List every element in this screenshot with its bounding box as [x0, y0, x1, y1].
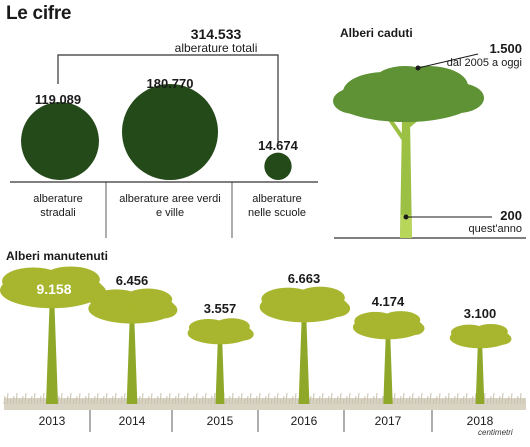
- tree-value-2014: 6.456: [115, 272, 149, 288]
- tree-2017: [352, 311, 425, 404]
- bubble-2: [264, 152, 292, 181]
- circle-label-aree-verdi: alberature aree verdi e ville: [119, 193, 221, 219]
- grass-strip: [3, 392, 526, 410]
- trees-layer: [0, 266, 512, 404]
- leader-line: [417, 53, 479, 69]
- leader-dot: [403, 214, 409, 220]
- tree-2014: [88, 288, 178, 404]
- tree-value-2016: 6.663: [287, 271, 321, 287]
- main-title: Le cifre: [6, 3, 72, 24]
- tree-2015: [187, 318, 254, 404]
- year-label-2013: 2013: [38, 414, 66, 428]
- circle-label-scuole: alberature nelle scuole: [247, 193, 307, 219]
- fallen-year-value: 200: [500, 208, 522, 223]
- fallen-tree-illustration: [333, 66, 484, 238]
- circle-label-stradali: alberature stradali: [33, 193, 83, 219]
- year-label-2014: 2014: [118, 414, 146, 428]
- bubble-1: [122, 84, 218, 180]
- year-label-2018: 2018: [466, 414, 494, 428]
- fallen-total-value: 1.500: [489, 41, 522, 56]
- bubble-0: [21, 102, 99, 180]
- year-label-2016: 2016: [290, 414, 318, 428]
- fallen-total-note: dal 2005 a oggi: [446, 57, 522, 69]
- maintained-trees-title: Alberi manutenuti: [6, 249, 109, 263]
- year-label-2017: 2017: [374, 414, 402, 428]
- total-bracket: [57, 54, 279, 142]
- tree-value-2013: 9.158: [36, 281, 72, 298]
- circle-value-scuole: 14.674: [258, 138, 298, 153]
- credit-logo: centimetri: [478, 428, 513, 437]
- circle-value-aree-verdi: 180.770: [146, 76, 194, 91]
- fallen-trees-title: Alberi caduti: [340, 26, 413, 40]
- total-value: 314.533: [190, 26, 242, 42]
- year-label-2015: 2015: [206, 414, 234, 428]
- tree-2013: [0, 266, 107, 404]
- circles-layer: [21, 84, 292, 181]
- tree-value-2018: 3.100: [463, 306, 497, 322]
- year-dividers: [89, 410, 433, 432]
- fallen-year-note: quest'anno: [468, 223, 522, 235]
- tree-2016: [259, 286, 351, 404]
- leader-dot: [415, 65, 421, 71]
- circle-value-stradali: 119.089: [34, 92, 82, 107]
- tree-value-2015: 3.557: [203, 300, 237, 316]
- static-art: [3, 53, 526, 432]
- tree-2018: [449, 323, 512, 404]
- tree-value-2017: 4.174: [371, 294, 405, 310]
- total-label: alberature totali: [174, 41, 258, 55]
